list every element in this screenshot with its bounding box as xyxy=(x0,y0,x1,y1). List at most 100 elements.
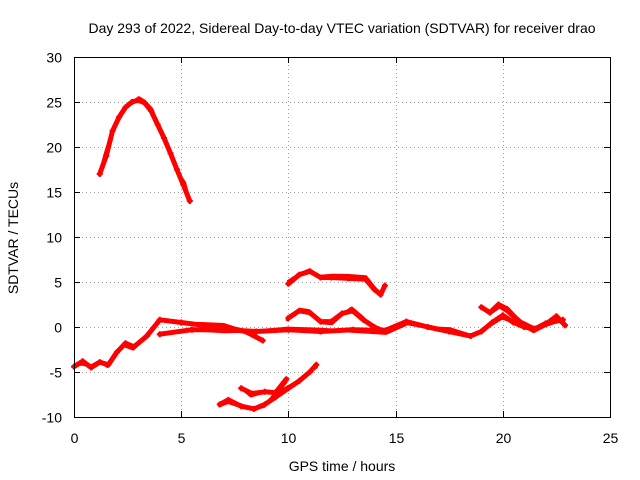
data-point xyxy=(238,385,245,392)
data-point xyxy=(285,315,292,321)
series-arc-6 xyxy=(216,361,320,412)
data-point xyxy=(161,135,168,141)
y-tick-label: 30 xyxy=(46,50,62,66)
data-point xyxy=(135,97,142,104)
series-line xyxy=(285,306,388,331)
data-point xyxy=(109,127,116,134)
data-point xyxy=(96,359,103,366)
data-point xyxy=(521,322,528,329)
series-arc-1 xyxy=(96,96,193,204)
data-point xyxy=(238,403,245,410)
data-point xyxy=(317,318,324,325)
data-point xyxy=(186,198,193,204)
data-point xyxy=(313,361,320,368)
data-point xyxy=(306,309,313,316)
data-point xyxy=(216,401,223,408)
data-point xyxy=(349,307,356,314)
data-point xyxy=(105,361,112,368)
data-point xyxy=(148,108,155,114)
x-tick-label: 20 xyxy=(496,430,512,446)
grid xyxy=(74,57,610,417)
data-point xyxy=(345,275,352,282)
series-line xyxy=(481,305,567,331)
series-arc-2 xyxy=(71,316,266,371)
data-point xyxy=(478,328,485,335)
data-point xyxy=(296,307,303,314)
data-point xyxy=(122,340,129,347)
y-tick-label: 20 xyxy=(46,140,62,156)
series-line xyxy=(286,268,385,296)
data-point xyxy=(253,328,260,335)
data-point xyxy=(328,318,335,325)
data-point xyxy=(531,325,538,332)
data-point xyxy=(156,316,163,323)
data-point xyxy=(339,310,345,317)
data-point xyxy=(510,319,517,326)
data-point xyxy=(167,150,174,157)
series-arc-7 xyxy=(238,376,290,398)
data-point xyxy=(403,318,410,325)
data-point xyxy=(285,385,292,392)
data-point xyxy=(116,114,123,121)
data-point xyxy=(306,268,313,275)
data-point xyxy=(467,333,474,339)
x-tick-label: 0 xyxy=(71,430,79,446)
data-point xyxy=(103,153,110,159)
data-point xyxy=(131,343,138,350)
data-point xyxy=(542,321,549,328)
data-point xyxy=(88,364,95,371)
x-tick-label: 25 xyxy=(603,430,619,446)
data-point xyxy=(251,405,258,412)
data-point xyxy=(79,358,86,365)
data-point xyxy=(296,378,303,384)
data-point xyxy=(259,337,266,344)
series-arc-4 xyxy=(285,306,388,335)
data-point xyxy=(360,316,367,323)
data-point xyxy=(371,324,378,330)
x-tick-label: 15 xyxy=(389,430,405,446)
data-point xyxy=(349,326,356,333)
data-point xyxy=(561,322,568,329)
data-point xyxy=(141,99,148,106)
chart-title: Day 293 of 2022, Sidereal Day-to-day VTE… xyxy=(88,20,595,36)
data-point xyxy=(173,166,180,173)
data-point xyxy=(221,326,228,333)
data-point xyxy=(489,319,496,326)
data-point xyxy=(285,326,292,333)
data-point xyxy=(317,274,324,281)
data-point xyxy=(154,121,161,128)
series-arc-5 xyxy=(285,268,388,298)
data-point xyxy=(285,280,292,287)
data-point xyxy=(261,388,268,395)
series-arc-8 xyxy=(478,301,568,332)
data-point xyxy=(122,104,129,111)
y-axis-label: SDTVAR / TECUs xyxy=(5,182,21,294)
y-tick-label: 10 xyxy=(46,230,62,246)
y-tick-label: 15 xyxy=(46,185,62,201)
data-point xyxy=(371,286,378,293)
data-point xyxy=(261,401,268,408)
data-point xyxy=(381,282,388,289)
series-line xyxy=(98,96,191,203)
data-point xyxy=(512,315,519,321)
axis-ticks: 0 5 10 15 20 25 -10 -5 0 5 10 15 20 25 30 xyxy=(42,50,619,447)
data-point xyxy=(113,349,120,356)
data-point xyxy=(504,306,511,312)
y-tick-label: 5 xyxy=(54,275,62,291)
data-point xyxy=(424,324,431,330)
data-point xyxy=(478,304,485,311)
data-point xyxy=(296,271,303,278)
series-line xyxy=(97,97,193,204)
x-tick-label: 5 xyxy=(178,430,186,446)
data-point xyxy=(188,326,195,333)
data-series xyxy=(71,96,568,412)
x-tick-label: 10 xyxy=(281,430,297,446)
series-line xyxy=(218,365,318,410)
data-point xyxy=(143,333,150,339)
y-tick-label: -5 xyxy=(50,365,63,381)
series-line xyxy=(73,317,265,368)
data-point xyxy=(446,328,453,335)
data-point xyxy=(328,274,335,281)
y-tick-label: 0 xyxy=(54,320,62,336)
